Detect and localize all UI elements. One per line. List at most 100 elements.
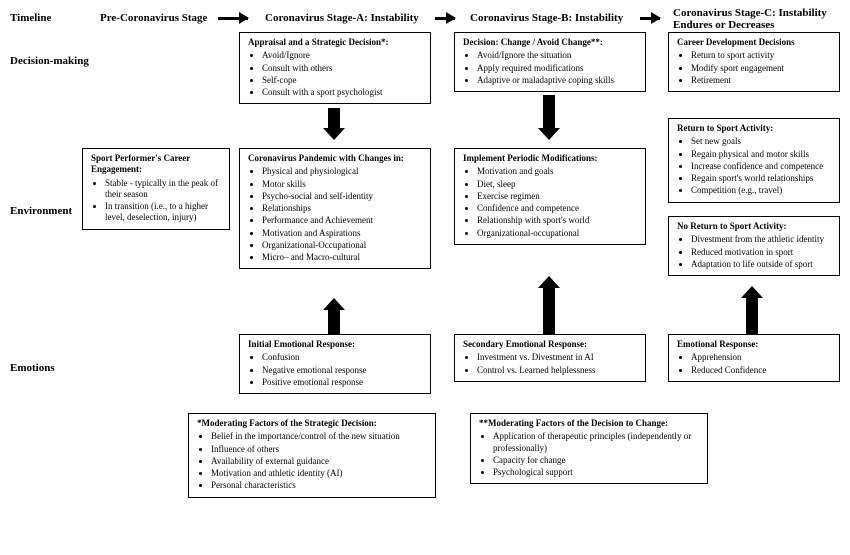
list-item: Increase confidence and competence — [691, 161, 833, 172]
arrow-emoresp-up — [746, 296, 758, 334]
list-item: Psycho-social and self-identity — [262, 191, 424, 202]
list-item: Performance and Achievement — [262, 215, 424, 226]
list-item: Availability of external guidance — [211, 456, 429, 467]
header-b: Coronavirus Stage-B: Instability — [470, 12, 623, 24]
list-item: Regain sport's world relationships — [691, 173, 833, 184]
box-moderating-strategic: *Moderating Factors of the Strategic Dec… — [188, 413, 436, 498]
box-initemo: Initial Emotional Response: Confusion Neg… — [239, 334, 431, 394]
list-item: Micro– and Macro-cultural — [262, 252, 424, 263]
arrow-initemo-up — [328, 308, 340, 334]
box-modifications: Implement Periodic Modifications: Motiva… — [454, 148, 646, 245]
box-modifications-list: Motivation and goals Diet, sleepExercise … — [463, 166, 639, 239]
list-item: Consult with others — [262, 63, 424, 74]
box-secemo: Secondary Emotional Response: Investment… — [454, 334, 646, 382]
environment-label: Environment — [10, 205, 72, 217]
timeline-arrow-1 — [218, 17, 248, 20]
list-item: Relationships — [262, 203, 424, 214]
box-appraisal-list: Avoid/Ignore Consult with othersSelf-cope… — [248, 50, 424, 98]
list-item: Apprehension — [691, 352, 833, 363]
box-emoresp-list: Apprehension Reduced Confidence — [677, 352, 833, 376]
box-initemo-title: Initial Emotional Response: — [248, 339, 424, 350]
box-noreturn: No Return to Sport Activity: Divestment … — [668, 216, 840, 276]
list-item: Modify sport engagement — [691, 63, 833, 74]
box-noreturn-list: Divestment from the athletic identity Red… — [677, 234, 833, 270]
list-item: Self-cope — [262, 75, 424, 86]
list-item: Competition (e.g., travel) — [691, 185, 833, 196]
box-returnsport-list: Set new goals Regain physical and motor s… — [677, 136, 833, 196]
box-secemo-list: Investment vs. Divestment in AI Control v… — [463, 352, 639, 376]
list-item: Avoid/Ignore — [262, 50, 424, 61]
box-emoresp: Emotional Response: Apprehension Reduced … — [668, 334, 840, 382]
list-item: Investment vs. Divestment in AI — [477, 352, 639, 363]
box-pandemic: Coronavirus Pandemic with Changes in: Ph… — [239, 148, 431, 269]
list-item: Confusion — [262, 352, 424, 363]
arrow-decision-down — [543, 95, 555, 130]
box-careerdev: Career Development Decisions Return to s… — [668, 32, 840, 92]
header-pre: Pre-Coronavirus Stage — [100, 12, 207, 24]
arrow-secemo-up — [543, 286, 555, 334]
box-secemo-title: Secondary Emotional Response: — [463, 339, 639, 350]
list-item: Relationship with sport's world — [477, 215, 639, 226]
box-appraisal-title: Appraisal and a Strategic Decision*: — [248, 37, 424, 48]
box-modifications-title: Implement Periodic Modifications: — [463, 153, 639, 164]
box-moderating-change: **Moderating Factors of the Decision to … — [470, 413, 708, 484]
list-item: Motor skills — [262, 179, 424, 190]
list-item: Regain physical and motor skills — [691, 149, 833, 160]
list-item: Apply required modifications — [477, 63, 639, 74]
list-item: Consult with a sport psychologist — [262, 87, 424, 98]
box-noreturn-title: No Return to Sport Activity: — [677, 221, 833, 232]
list-item: Organizational-Occupational — [262, 240, 424, 251]
timeline-label: Timeline — [10, 12, 51, 24]
list-item: Divestment from the athletic identity — [691, 234, 833, 245]
box-moderating-strategic-title: *Moderating Factors of the Strategic Dec… — [197, 418, 429, 429]
box-pandemic-title: Coronavirus Pandemic with Changes in: — [248, 153, 424, 164]
emotions-label: Emotions — [10, 362, 55, 374]
list-item: Physical and physiological — [262, 166, 424, 177]
list-item: Belief in the importance/control of the … — [211, 431, 429, 442]
box-emoresp-title: Emotional Response: — [677, 339, 833, 350]
list-item: Motivation and athletic identity (AI) — [211, 468, 429, 479]
box-moderating-change-list: Application of therapeutic principles (i… — [479, 431, 701, 478]
box-careerdev-list: Return to sport activity Modify sport eng… — [677, 50, 833, 86]
list-item: Motivation and Aspirations — [262, 228, 424, 239]
list-item: Stable - typically in the peak of their … — [105, 178, 223, 201]
timeline-arrow-2 — [435, 17, 455, 20]
box-careerengage: Sport Performer's Career Engagement: Sta… — [82, 148, 230, 230]
list-item: Retirement — [691, 75, 833, 86]
list-item: Capacity for change — [493, 455, 701, 466]
box-moderating-change-title: **Moderating Factors of the Decision to … — [479, 418, 701, 429]
list-item: Control vs. Learned helplessness — [477, 365, 639, 376]
list-item: Application of therapeutic principles (i… — [493, 431, 701, 454]
list-item: Influence of others — [211, 444, 429, 455]
box-decisionchange-title: Decision: Change / Avoid Change**: — [463, 37, 639, 48]
list-item: Exercise regimen — [477, 191, 639, 202]
list-item: Avoid/Ignore the situation — [477, 50, 639, 61]
list-item: Personal characteristics — [211, 480, 429, 491]
timeline-arrow-3 — [640, 17, 660, 20]
list-item: Return to sport activity — [691, 50, 833, 61]
box-initemo-list: Confusion Negative emotional responsePosi… — [248, 352, 424, 388]
box-appraisal: Appraisal and a Strategic Decision*: Avo… — [239, 32, 431, 104]
box-decisionchange: Decision: Change / Avoid Change**: Avoid… — [454, 32, 646, 92]
box-returnsport-title: Return to Sport Activity: — [677, 123, 833, 134]
header-c: Coronavirus Stage-C: Instability Endures… — [673, 7, 848, 31]
header-a: Coronavirus Stage-A: Instability — [265, 12, 419, 24]
list-item: Confidence and competence — [477, 203, 639, 214]
list-item: Motivation and goals — [477, 166, 639, 177]
list-item: Psychological support — [493, 467, 701, 478]
list-item: Positive emotional response — [262, 377, 424, 388]
box-careerdev-title: Career Development Decisions — [677, 37, 833, 48]
box-decisionchange-list: Avoid/Ignore the situation Apply required… — [463, 50, 639, 86]
list-item: Negative emotional response — [262, 365, 424, 376]
list-item: Adaptation to life outside of sport — [691, 259, 833, 270]
decision-label: Decision-making — [10, 55, 89, 67]
list-item: Set new goals — [691, 136, 833, 147]
box-pandemic-list: Physical and physiological Motor skillsPs… — [248, 166, 424, 263]
box-moderating-strategic-list: Belief in the importance/control of the … — [197, 431, 429, 491]
list-item: Reduced Confidence — [691, 365, 833, 376]
arrow-appraisal-down — [328, 108, 340, 130]
box-careerengage-list: Stable - typically in the peak of their … — [91, 178, 223, 224]
list-item: Diet, sleep — [477, 179, 639, 190]
list-item: Reduced motivation in sport — [691, 247, 833, 258]
box-careerengage-title: Sport Performer's Career Engagement: — [91, 153, 223, 176]
